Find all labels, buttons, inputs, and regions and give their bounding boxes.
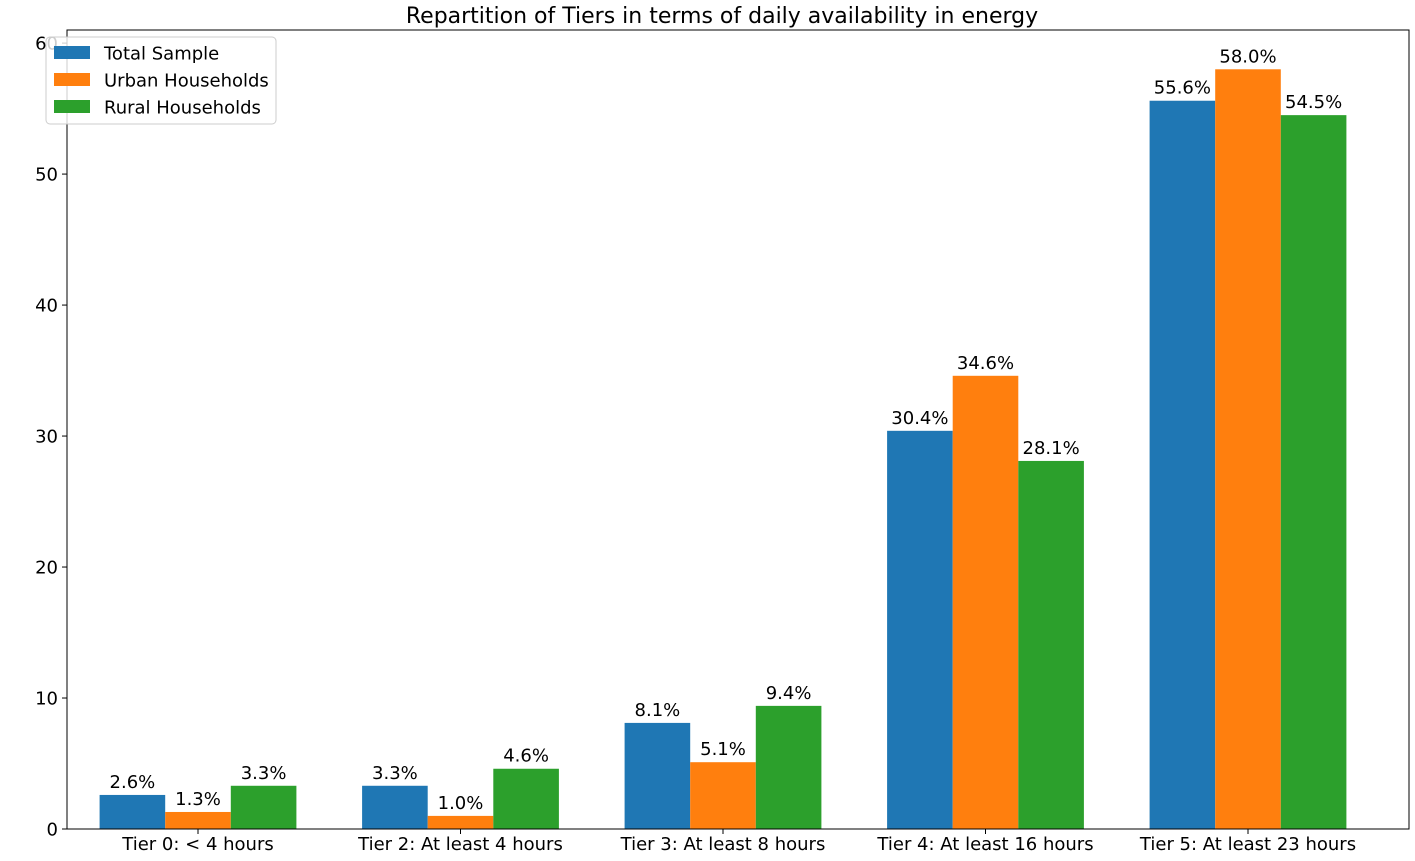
- value-label-total-sample-0: 2.6%: [110, 772, 156, 793]
- bar-urban-households-2: [690, 762, 756, 829]
- x-tick-label: Tier 2: At least 4 hours: [357, 834, 563, 855]
- bar-urban-households-1: [427, 815, 494, 829]
- value-label-urban-households-2: 5.1%: [700, 739, 746, 760]
- legend-swatch-urban-households: [54, 73, 90, 86]
- legend-box: [45, 36, 277, 125]
- bars-group: [99, 69, 1347, 830]
- x-tick-label: Tier 5: At least 23 hours: [1139, 834, 1356, 855]
- bar-urban-households-3: [952, 375, 1019, 829]
- legend: Total Sample Urban Households Rural Househ…: [45, 36, 277, 125]
- value-label-urban-households-3: 34.6%: [957, 353, 1014, 374]
- bar-rural-households-1: [493, 768, 559, 829]
- plot-frame: [66, 29, 1410, 830]
- legend-label-urban-households: Urban Households: [104, 71, 269, 92]
- value-label-rural-households-2: 9.4%: [766, 683, 812, 704]
- bar-total-sample-2: [624, 722, 691, 829]
- bar-rural-households-2: [755, 705, 822, 829]
- y-tick-label: 50: [35, 165, 58, 186]
- legend-swatch-total-sample: [54, 46, 90, 59]
- value-label-total-sample-1: 3.3%: [372, 763, 418, 784]
- bar-urban-households-4: [1215, 69, 1281, 829]
- value-label-rural-households-1: 4.6%: [503, 746, 549, 767]
- chart-title: Repartition of Tiers in terms of daily a…: [406, 4, 1038, 29]
- legend-label-total-sample: Total Sample: [103, 44, 219, 65]
- y-tick-label: 10: [35, 689, 58, 710]
- value-labels-group: 2.6% 3.3% 8.1% 30.4% 55.6% 1.3% 1.0% 5.1% 34.6% 5…: [110, 46, 1343, 814]
- bar-total-sample-3: [887, 430, 953, 829]
- y-tick-label: 30: [35, 427, 58, 448]
- value-label-rural-households-0: 3.3%: [241, 763, 287, 784]
- legend-swatch-rural-households: [54, 100, 90, 113]
- bar-total-sample-4: [1149, 100, 1216, 830]
- y-tick-label: 40: [35, 296, 58, 317]
- bar-total-sample-1: [362, 785, 428, 829]
- x-tick-label: Tier 4: At least 16 hours: [876, 834, 1093, 855]
- bar-total-sample-0: [99, 794, 166, 829]
- x-tick-label: Tier 0: < 4 hours: [121, 834, 273, 855]
- value-label-total-sample-2: 8.1%: [635, 700, 681, 721]
- value-label-total-sample-3: 30.4%: [891, 408, 948, 429]
- value-label-rural-households-3: 28.1%: [1023, 438, 1080, 459]
- legend-label-rural-households: Rural Households: [104, 98, 261, 119]
- x-tick-label: Tier 3: At least 8 hours: [620, 834, 826, 855]
- y-tick-label: 20: [35, 558, 58, 579]
- bar-urban-households-0: [165, 811, 231, 829]
- value-label-total-sample-4: 55.6%: [1154, 78, 1211, 99]
- bar-rural-households-3: [1018, 460, 1084, 829]
- value-label-urban-households-1: 1.0%: [438, 793, 484, 814]
- value-label-urban-households-0: 1.3%: [175, 789, 221, 810]
- value-label-urban-households-4: 58.0%: [1219, 46, 1276, 67]
- value-label-rural-households-4: 54.5%: [1285, 92, 1342, 113]
- bar-rural-households-0: [230, 785, 297, 829]
- y-tick-label: 0: [47, 820, 58, 841]
- bar-rural-households-4: [1280, 115, 1347, 829]
